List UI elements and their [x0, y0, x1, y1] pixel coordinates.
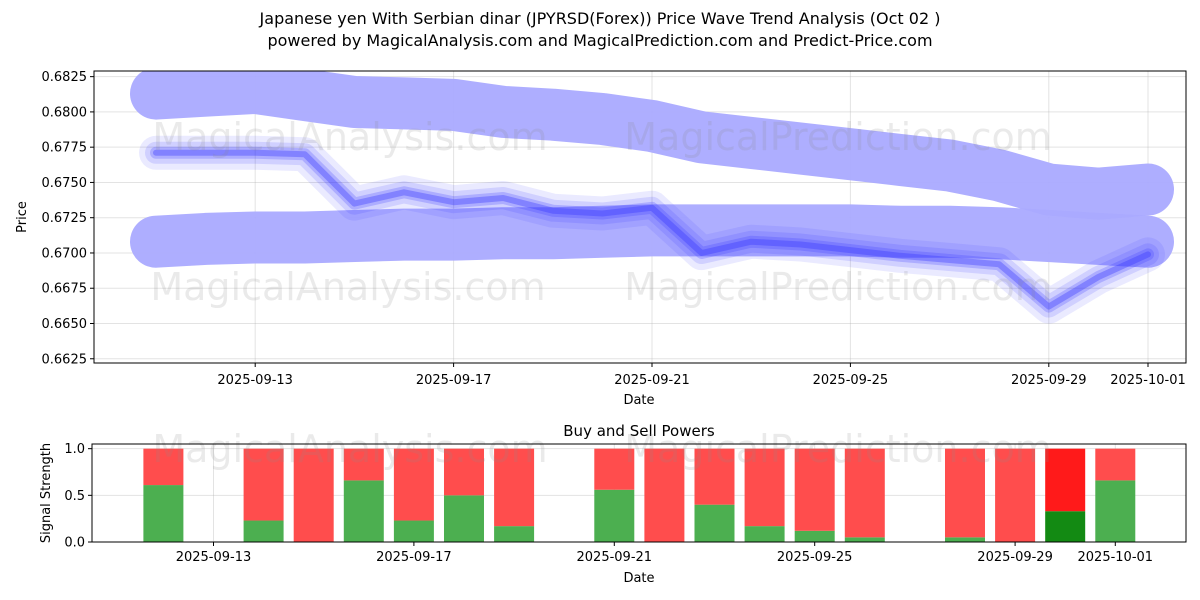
power-axes-frame	[91, 443, 1187, 543]
sell-bar-2025-09-16	[343, 448, 384, 481]
power-x-tick-label: 2025-09-13	[176, 550, 252, 565]
buy-bar-2025-09-18	[443, 495, 484, 542]
power-y-tick-label: 0.0	[64, 536, 85, 551]
buy-bar-2025-09-25	[794, 530, 835, 542]
price-x-ticks: 2025-09-13 2025-09-17 2025-09-21 2025-09-25…	[217, 363, 1186, 388]
price-wave-line-1	[145, 141, 1159, 318]
sell-bar-2025-09-15	[293, 448, 334, 542]
price-wave-line-3	[153, 149, 1151, 310]
sell-bar-2025-09-23	[694, 448, 735, 505]
sell-bar-2025-09-22	[644, 448, 685, 542]
lower-wave-band	[130, 204, 1174, 268]
power-y-tick-label: 0.5	[64, 489, 85, 504]
price-marks	[130, 71, 1174, 324]
sell-bar-2025-09-17	[393, 448, 434, 521]
buy-bar-2025-09-17	[393, 520, 434, 542]
power-x-tick-label: 2025-09-29	[977, 550, 1053, 565]
sell-bar-2025-09-19	[494, 448, 535, 527]
watermark-prediction-mid: MagicalPrediction.com	[624, 265, 1052, 309]
power-y-ticks: 0.0 0.5 1.0	[64, 442, 92, 551]
power-x-axis-label: Date	[623, 571, 654, 586]
price-wave-line-0	[139, 135, 1165, 324]
chart-title-line-1: Japanese yen With Serbian dinar (JPYRSD(…	[259, 9, 941, 28]
sell-bar-2025-09-29	[995, 448, 1036, 542]
price-y-axis-label: Price	[15, 201, 30, 233]
watermark-prediction-bottom: MagicalPrediction.com	[624, 427, 1052, 471]
price-x-tick-label: 2025-09-13	[217, 373, 293, 388]
sell-bar-2025-09-25	[794, 448, 835, 531]
watermark-analysis-bottom: MagicalAnalysis.com	[152, 427, 547, 471]
price-x-tick-label: 2025-10-01	[1110, 373, 1186, 388]
buy-bar-2025-09-21	[594, 489, 635, 542]
buy-bar-2025-09-28	[944, 537, 985, 542]
price-y-tick-label: 0.6825	[42, 70, 88, 85]
watermark-analysis-mid: MagicalAnalysis.com	[150, 265, 545, 309]
upper-wave-band	[130, 71, 1174, 220]
sell-bar-2025-09-12	[143, 448, 184, 486]
price-chart: MagicalAnalysis.com MagicalPrediction.co…	[15, 70, 1187, 408]
sell-bar-2025-09-21	[594, 448, 635, 490]
power-y-tick-label: 1.0	[64, 442, 85, 457]
power-x-tick-label: 2025-09-25	[777, 550, 853, 565]
sell-bar-2025-09-18	[443, 448, 484, 496]
buy-bar-2025-09-30	[1045, 511, 1086, 542]
price-axes-frame	[93, 70, 1187, 364]
price-y-tick-label: 0.6800	[42, 105, 88, 120]
power-x-tick-label: 2025-09-17	[376, 550, 452, 565]
price-y-tick-label: 0.6625	[42, 352, 88, 367]
sell-bar-2025-09-26	[844, 448, 885, 538]
price-x-tick-label: 2025-09-21	[614, 373, 690, 388]
price-x-axis-label: Date	[623, 393, 654, 408]
watermark-analysis-top: MagicalAnalysis.com	[152, 115, 547, 159]
buy-bar-2025-09-23	[694, 504, 735, 542]
buy-bar-2025-10-01	[1095, 480, 1136, 542]
price-wave-line-2	[150, 146, 1154, 313]
price-x-tick-label: 2025-09-29	[1011, 373, 1087, 388]
power-x-tick-label: 2025-09-21	[577, 550, 653, 565]
power-x-ticks: 2025-09-13 2025-09-17 2025-09-21 2025-09-25…	[176, 542, 1153, 565]
power-bars	[143, 448, 1136, 542]
price-x-tick-label: 2025-09-17	[416, 373, 492, 388]
price-y-tick-label: 0.6650	[42, 317, 88, 332]
sell-bar-2025-10-01	[1095, 448, 1136, 481]
price-y-tick-label: 0.6750	[42, 176, 88, 191]
power-y-axis-label: Signal Strength	[39, 443, 54, 543]
power-chart-title: Buy and Sell Powers	[563, 422, 715, 440]
sell-bar-2025-09-14	[243, 448, 284, 521]
price-y-tick-label: 0.6775	[42, 141, 88, 156]
power-x-tick-label: 2025-10-01	[1078, 550, 1154, 565]
chart-title-line-2: powered by MagicalAnalysis.com and Magic…	[267, 31, 933, 50]
buy-bar-2025-09-12	[143, 485, 184, 542]
sell-bar-2025-09-24	[744, 448, 785, 527]
power-chart: Buy and Sell Powers MagicalAnalysis.com …	[39, 422, 1187, 586]
buy-bar-2025-09-26	[844, 537, 885, 542]
sell-bar-2025-09-30	[1045, 448, 1086, 512]
price-y-ticks: 0.6625 0.6650 0.6675 0.6700 0.6725 0.6750 0.67…	[42, 70, 94, 367]
buy-bar-2025-09-19	[494, 526, 535, 542]
price-x-tick-label: 2025-09-25	[813, 373, 889, 388]
price-y-tick-label: 0.6700	[42, 246, 88, 261]
sell-bar-2025-09-28	[944, 448, 985, 538]
buy-bar-2025-09-14	[243, 520, 284, 542]
buy-bar-2025-09-16	[343, 480, 384, 542]
price-y-tick-label: 0.6675	[42, 282, 88, 297]
watermark-prediction-top: MagicalPrediction.com	[624, 115, 1052, 159]
price-y-tick-label: 0.6725	[42, 211, 88, 226]
buy-bar-2025-09-24	[744, 526, 785, 542]
